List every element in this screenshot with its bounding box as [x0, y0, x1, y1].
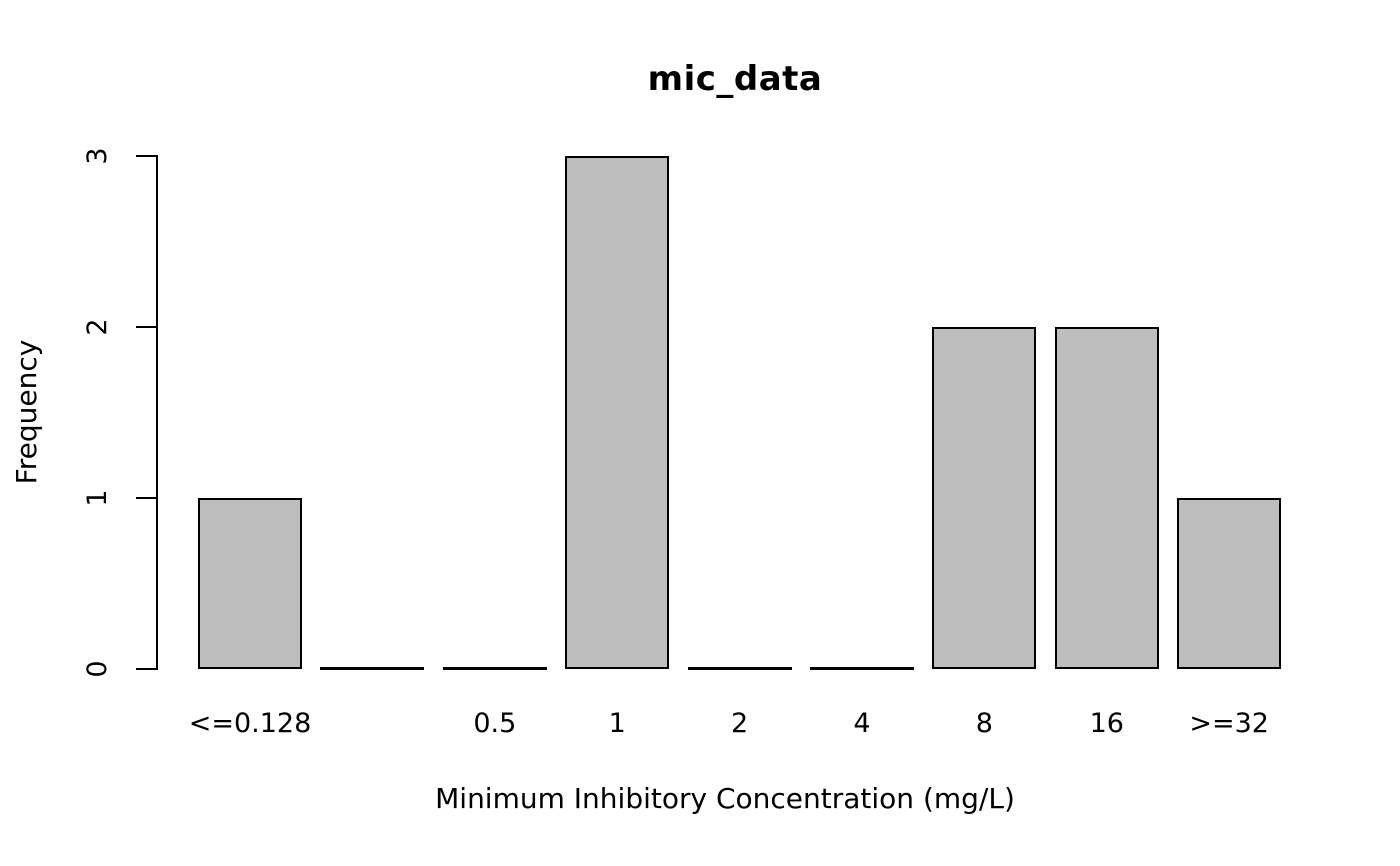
- y-tick-label: 0: [82, 660, 113, 678]
- x-category-label: 4: [853, 708, 871, 739]
- y-tick-mark: [136, 155, 156, 157]
- bar-0.5: [442, 667, 547, 670]
- bar-<=0.128: [198, 498, 302, 669]
- y-tick-mark: [136, 497, 156, 499]
- y-tick-label: 2: [82, 318, 113, 336]
- chart-title: mic_data: [647, 59, 823, 99]
- bar-2: [687, 667, 792, 670]
- x-axis-title: Minimum Inhibitory Concentration (mg/L): [435, 782, 1015, 815]
- y-tick-label: 3: [82, 147, 113, 165]
- x-category-label: 16: [1089, 708, 1124, 739]
- y-tick-mark: [136, 668, 156, 670]
- x-category-label: 2: [731, 708, 749, 739]
- x-category-label: 8: [975, 708, 993, 739]
- bar-8: [932, 327, 1037, 669]
- x-category-label: >=32: [1189, 708, 1269, 739]
- bar-4: [810, 667, 914, 670]
- x-category-label: <=0.128: [188, 708, 312, 739]
- bar-1: [565, 156, 670, 669]
- y-tick-label: 1: [82, 489, 113, 507]
- x-category-label: 1: [608, 708, 626, 739]
- bar->=32: [1177, 498, 1282, 669]
- bar-16: [1054, 327, 1159, 669]
- y-axis-line: [156, 155, 158, 670]
- x-category-label: 0.5: [473, 708, 517, 739]
- y-tick-mark: [136, 326, 156, 328]
- y-axis-title: Frequency: [10, 339, 43, 485]
- bar-unlabeled-1: [320, 667, 425, 670]
